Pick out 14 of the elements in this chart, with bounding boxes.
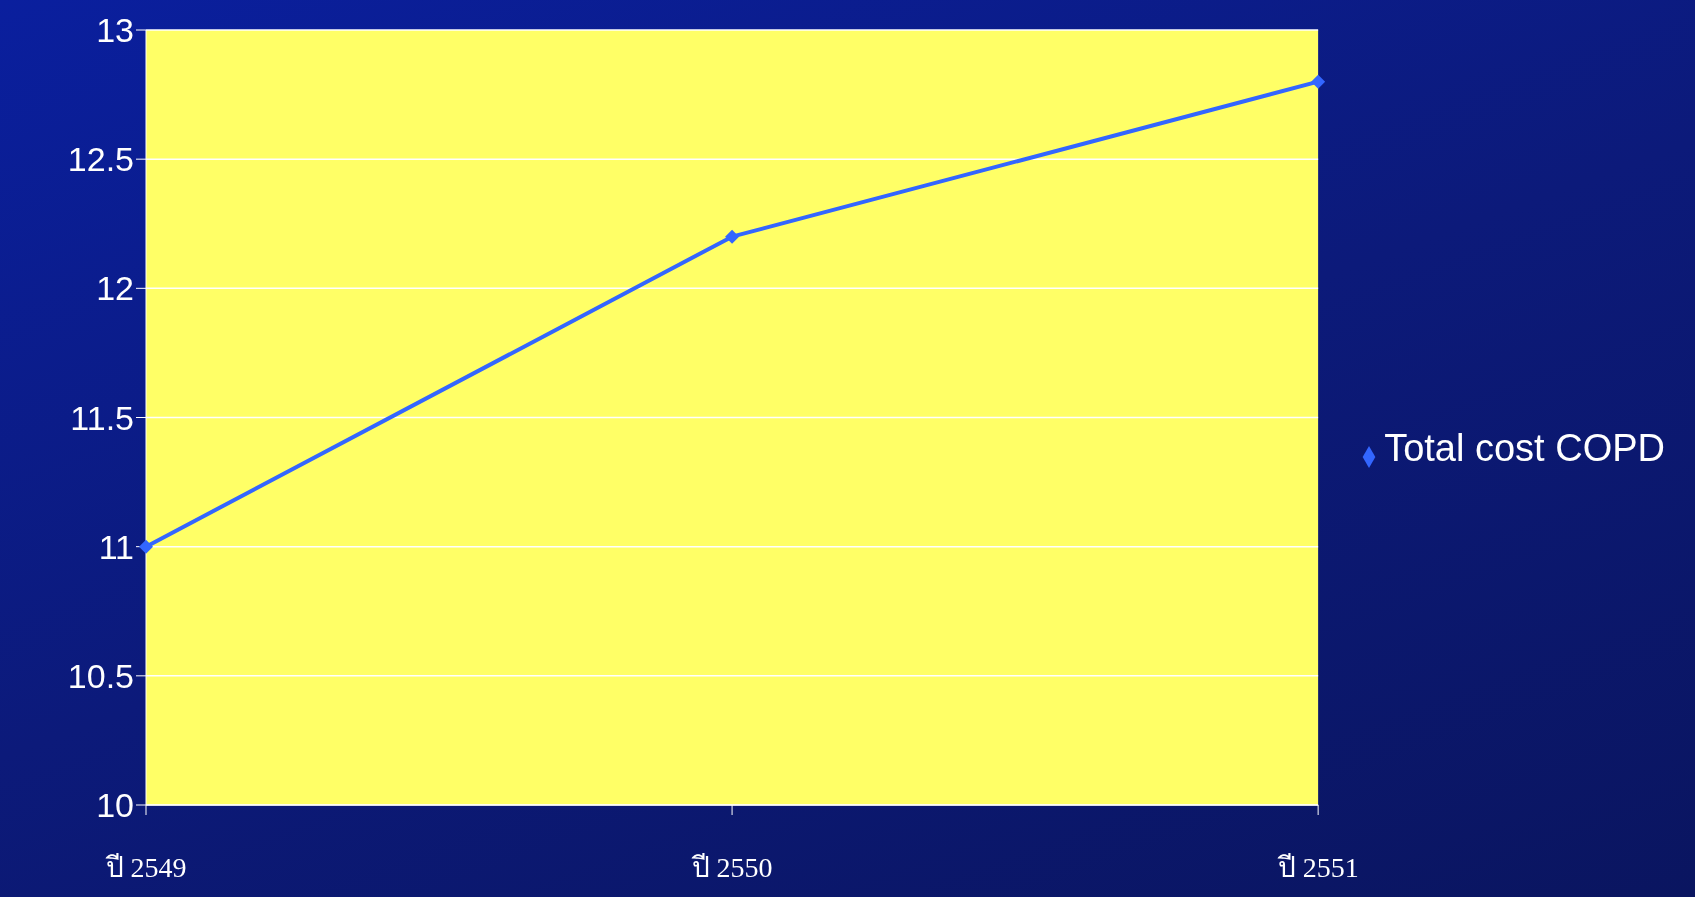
x-tick-label: ปี 2551 xyxy=(1276,851,1359,883)
point xyxy=(139,539,153,554)
legend-label: Total cost COPD xyxy=(1384,427,1665,469)
y-tick-label: 12 xyxy=(96,269,134,308)
y-tick-label: 11 xyxy=(98,527,134,566)
x-tick-label: ปี 2549 xyxy=(104,851,187,883)
y-tick-label: 12.5 xyxy=(67,140,134,179)
y-tick-label: 11.5 xyxy=(70,398,134,437)
y-tick-label: 10.5 xyxy=(67,656,134,695)
y-tick-label: 10 xyxy=(96,786,134,825)
y-tick-label: 13 xyxy=(96,11,134,50)
x-tick-label: ปี 2550 xyxy=(690,851,773,883)
point xyxy=(725,229,740,244)
point xyxy=(1311,74,1326,89)
